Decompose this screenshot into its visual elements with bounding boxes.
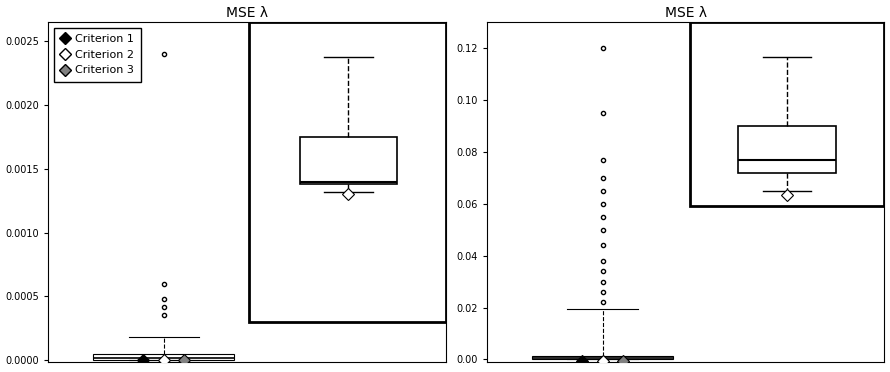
PathPatch shape [739,126,836,173]
Bar [690,22,885,206]
Title: MSE λ: MSE λ [665,6,707,20]
Title: MSE λ: MSE λ [226,6,268,20]
Bar [249,22,446,322]
PathPatch shape [532,356,673,359]
PathPatch shape [300,137,397,184]
Legend: Criterion 1, Criterion 2, Criterion 3: Criterion 1, Criterion 2, Criterion 3 [54,28,141,82]
PathPatch shape [93,354,234,360]
